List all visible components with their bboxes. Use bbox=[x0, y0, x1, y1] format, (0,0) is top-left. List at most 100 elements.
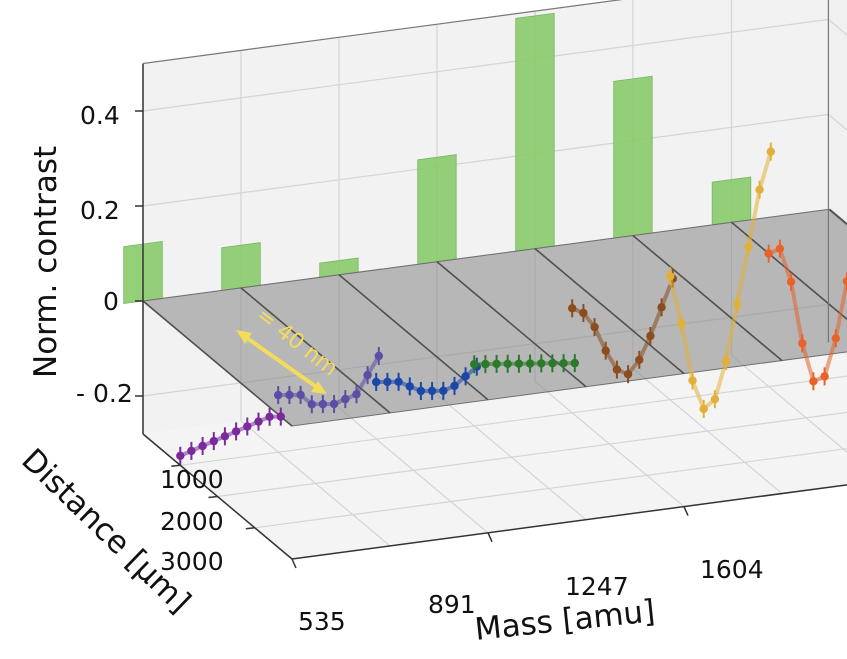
y-tick bbox=[171, 464, 181, 468]
data-point bbox=[503, 359, 512, 368]
fit-curve bbox=[374, 364, 479, 393]
data-point bbox=[809, 377, 818, 386]
data-point bbox=[374, 351, 383, 361]
data-point bbox=[265, 412, 274, 421]
z-tick-label: 0 bbox=[103, 287, 119, 316]
data-point bbox=[383, 377, 392, 387]
z-axis-label: Norm. contrast bbox=[28, 146, 64, 378]
data-point bbox=[220, 432, 230, 441]
stripe-line bbox=[632, 234, 783, 362]
x-axis-line bbox=[291, 484, 847, 560]
data-point bbox=[352, 390, 361, 399]
grid-line bbox=[217, 411, 847, 498]
series bbox=[274, 347, 383, 414]
y-tick-label: 3000 bbox=[160, 547, 224, 576]
data-point bbox=[427, 386, 437, 396]
x-tick bbox=[487, 532, 493, 543]
floor bbox=[143, 342, 847, 559]
bar bbox=[515, 12, 555, 252]
data-point bbox=[820, 372, 829, 381]
annotation-arrowhead-start bbox=[236, 330, 252, 344]
data-point bbox=[209, 436, 218, 446]
data-point bbox=[363, 370, 372, 380]
data-point bbox=[646, 331, 655, 341]
stripe-line bbox=[142, 300, 293, 427]
x-tick-label: 535 bbox=[298, 607, 346, 636]
data-point bbox=[733, 299, 742, 309]
x-tick-label: 891 bbox=[428, 590, 476, 619]
data-point bbox=[276, 412, 285, 421]
series bbox=[764, 239, 847, 391]
data-point bbox=[590, 322, 599, 332]
data-point bbox=[525, 359, 535, 368]
data-point bbox=[766, 147, 775, 156]
data-point bbox=[254, 417, 263, 426]
data-point bbox=[666, 272, 675, 281]
data-point bbox=[786, 277, 796, 286]
x-axis-label: Mass [amu] bbox=[473, 593, 657, 648]
series bbox=[666, 142, 775, 418]
bar bbox=[711, 176, 752, 226]
fit-curve bbox=[178, 414, 283, 458]
data-point bbox=[775, 244, 785, 253]
stripe-line bbox=[240, 287, 391, 414]
z-tick-label: - 0.2 bbox=[76, 379, 133, 408]
data-point bbox=[579, 308, 588, 318]
data-point bbox=[307, 400, 316, 409]
series bbox=[470, 354, 579, 374]
series bbox=[176, 407, 285, 465]
series bbox=[372, 357, 481, 400]
data-point bbox=[198, 441, 207, 451]
data-point bbox=[243, 422, 252, 431]
data-point bbox=[470, 360, 479, 369]
data-point bbox=[492, 359, 501, 369]
data-point bbox=[570, 358, 579, 368]
data-point bbox=[548, 359, 557, 368]
data-point bbox=[688, 376, 697, 385]
x-tick bbox=[291, 558, 297, 569]
data-point bbox=[764, 249, 773, 258]
fit-curve bbox=[276, 354, 381, 407]
data-point bbox=[721, 356, 731, 366]
data-point bbox=[710, 395, 720, 404]
data-point bbox=[657, 303, 666, 312]
data-point bbox=[559, 359, 568, 368]
data-point bbox=[601, 346, 610, 355]
y-tick bbox=[245, 527, 255, 530]
data-point bbox=[514, 359, 524, 368]
data-point bbox=[176, 451, 185, 460]
fit-curve bbox=[570, 276, 675, 377]
top-frame-line bbox=[142, 0, 623, 65]
annotation-arrow bbox=[242, 334, 320, 390]
data-point bbox=[231, 427, 241, 436]
data-point bbox=[537, 359, 546, 368]
y-tick-label: 1000 bbox=[160, 465, 224, 494]
data-point bbox=[744, 242, 753, 252]
data-point bbox=[461, 372, 470, 381]
x-tick-label: 1247 bbox=[565, 572, 629, 601]
stripe-line bbox=[534, 247, 685, 375]
axis-frame bbox=[135, 0, 847, 569]
series-group bbox=[176, 142, 847, 465]
y-tick-label: 2000 bbox=[160, 507, 224, 536]
fit-curve bbox=[668, 149, 773, 411]
data-point bbox=[405, 382, 414, 391]
zero-plane bbox=[141, 208, 847, 427]
fit-curve bbox=[472, 361, 577, 367]
grid-line bbox=[180, 375, 847, 466]
bar bbox=[417, 154, 457, 265]
data-point bbox=[635, 355, 644, 364]
grid-line bbox=[254, 447, 847, 529]
x-tick bbox=[683, 506, 689, 516]
data-point bbox=[329, 399, 339, 409]
data-point bbox=[677, 319, 686, 328]
bars-group bbox=[123, 12, 752, 305]
data-point bbox=[187, 446, 196, 456]
x-tick-label: 1604 bbox=[700, 555, 764, 584]
data-point bbox=[568, 304, 577, 313]
data-point bbox=[450, 381, 459, 391]
data-point bbox=[318, 399, 328, 409]
tick-labels: 0.4 0.2 0 - 0.2 535 891 1247 1604 1000 2… bbox=[76, 101, 764, 636]
